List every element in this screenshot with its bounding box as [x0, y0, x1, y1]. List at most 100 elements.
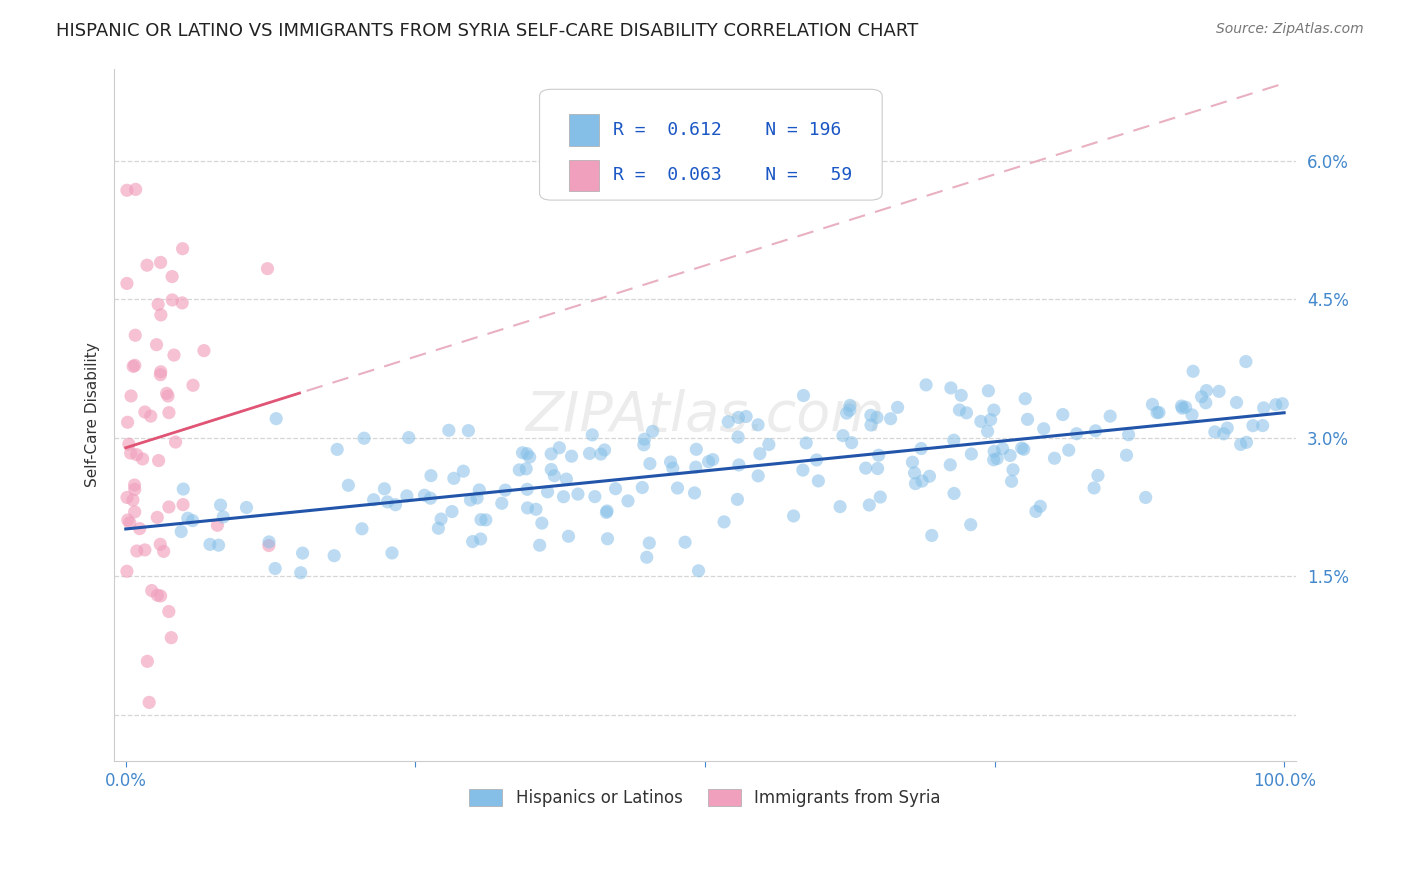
- Point: [516, 447, 538, 461]
- Point: [145, 337, 167, 351]
- Point: [381, 546, 404, 560]
- Point: [291, 546, 314, 560]
- Point: [939, 381, 962, 395]
- Point: [457, 424, 479, 438]
- Point: [841, 435, 863, 450]
- Point: [792, 463, 814, 477]
- Point: [747, 417, 769, 432]
- Point: [160, 269, 183, 284]
- Point: [633, 438, 655, 452]
- Point: [172, 296, 194, 310]
- Point: [807, 474, 830, 488]
- Point: [136, 654, 159, 668]
- Point: [134, 405, 156, 419]
- Point: [879, 411, 901, 425]
- Point: [212, 510, 235, 524]
- Point: [124, 478, 146, 492]
- Point: [163, 348, 186, 362]
- Point: [1170, 399, 1192, 413]
- Point: [536, 484, 558, 499]
- Point: [519, 450, 541, 464]
- Point: [508, 463, 530, 477]
- Point: [943, 486, 966, 500]
- Point: [146, 588, 169, 602]
- Point: [181, 514, 204, 528]
- Point: [165, 435, 187, 450]
- Point: [460, 493, 482, 508]
- Point: [181, 378, 204, 392]
- Point: [983, 444, 1005, 458]
- Point: [160, 631, 183, 645]
- Point: [838, 403, 860, 417]
- Point: [149, 255, 172, 269]
- Point: [659, 455, 682, 469]
- Point: [589, 447, 612, 461]
- Point: [157, 605, 180, 619]
- Point: [1204, 425, 1226, 439]
- Point: [468, 483, 491, 497]
- Point: [124, 182, 146, 196]
- Point: [1181, 408, 1204, 422]
- Point: [117, 415, 139, 429]
- Point: [866, 410, 889, 425]
- Point: [727, 430, 749, 444]
- Point: [595, 505, 617, 519]
- Point: [149, 368, 172, 382]
- Point: [702, 452, 724, 467]
- Point: [901, 455, 924, 469]
- Point: [548, 441, 571, 455]
- Point: [139, 409, 162, 423]
- Point: [193, 343, 215, 358]
- Point: [115, 277, 138, 291]
- Point: [198, 537, 221, 551]
- Point: [970, 414, 993, 428]
- Point: [512, 446, 534, 460]
- Point: [524, 502, 547, 516]
- FancyBboxPatch shape: [569, 160, 599, 191]
- Point: [1264, 398, 1286, 412]
- Point: [735, 409, 758, 424]
- Point: [1043, 451, 1066, 466]
- Point: [115, 491, 138, 505]
- Point: [326, 442, 349, 457]
- Point: [1011, 441, 1033, 455]
- Point: [806, 453, 828, 467]
- Point: [430, 512, 453, 526]
- Point: [903, 466, 925, 480]
- Point: [1029, 500, 1052, 514]
- Point: [209, 498, 232, 512]
- Point: [1225, 395, 1247, 409]
- Point: [1057, 443, 1080, 458]
- Point: [1229, 437, 1251, 451]
- Point: [942, 433, 965, 447]
- Point: [998, 449, 1021, 463]
- Point: [1000, 475, 1022, 489]
- Point: [419, 491, 441, 506]
- FancyBboxPatch shape: [540, 89, 882, 200]
- Y-axis label: Self-Care Disability: Self-Care Disability: [86, 343, 100, 487]
- Point: [583, 490, 606, 504]
- Point: [859, 417, 882, 432]
- Point: [859, 409, 882, 423]
- Point: [596, 504, 619, 518]
- Point: [832, 428, 855, 442]
- Point: [257, 539, 280, 553]
- Point: [131, 452, 153, 467]
- Point: [839, 399, 862, 413]
- Point: [631, 481, 654, 495]
- Point: [960, 447, 983, 461]
- Point: [596, 532, 619, 546]
- Point: [1002, 463, 1025, 477]
- Point: [910, 442, 932, 456]
- Point: [427, 521, 450, 535]
- Point: [633, 432, 655, 446]
- Point: [866, 461, 889, 475]
- Text: R =  0.612    N = 196: R = 0.612 N = 196: [613, 120, 841, 138]
- Point: [638, 536, 661, 550]
- Point: [120, 389, 142, 403]
- Point: [955, 406, 977, 420]
- Point: [662, 461, 685, 475]
- Point: [115, 183, 138, 197]
- Point: [156, 386, 179, 401]
- Point: [683, 486, 706, 500]
